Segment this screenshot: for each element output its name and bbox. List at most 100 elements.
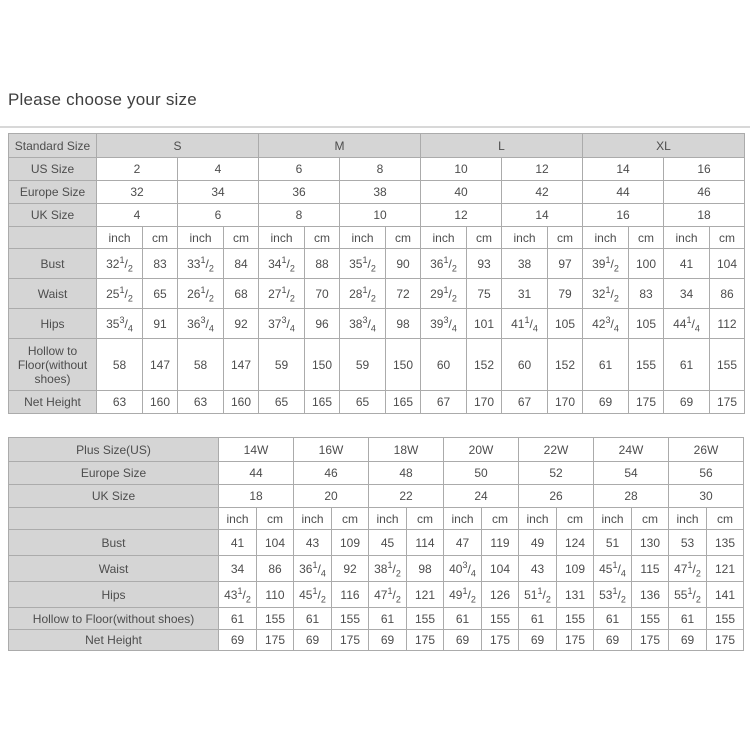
size-header-cell: 20 [293,484,369,508]
unit-cell: inch [293,507,332,530]
unit-cell: inch [663,226,710,249]
size-header-cell: 28 [593,484,669,508]
value-cell: 155 [628,338,664,391]
unit-cell: inch [593,507,632,530]
size-header-cell: 42 [501,180,583,204]
value-cell: 373/4 [258,308,305,339]
table-row: Bust 41 104 43 109 45 114 47 119 49 124 51 130 53 135 [8,529,744,556]
value-cell: 61 [582,338,629,391]
value-cell: 152 [466,338,502,391]
value-cell: 90 [385,248,421,279]
unit-cell: cm [385,226,421,249]
table-row: Hips 353/4 91 363/4 92 373/4 96 383/4 98 393/4 101… [8,308,745,339]
table-row: Net Height 63 160 63 160 65 165 65 165 67 170 67 170… [8,390,745,414]
size-header-cell: 46 [293,461,369,485]
value-cell: 165 [385,390,421,414]
value-cell: 160 [142,390,178,414]
size-header-cell: 2 [96,157,178,181]
value-cell: 59 [258,338,305,391]
value-cell: 155 [706,607,744,630]
size-header-cell: 14 [582,157,664,181]
row-label: Waist [8,278,97,309]
size-header-cell: S [96,133,259,158]
standard-size-table: Standard Size S M L XL US Size 2 4 6 8 10 12 14 16 Eur… [8,133,745,414]
size-header-cell: 4 [177,157,259,181]
size-header-cell: 24W [593,437,669,462]
unit-cell: inch [96,226,143,249]
value-cell: 291/2 [420,278,467,309]
size-header-cell: 4 [96,203,178,227]
row-label: UK Size [8,203,97,227]
row-label: Europe Size [8,461,219,485]
value-cell: 105 [547,308,583,339]
value-cell: 86 [256,555,294,582]
size-header-cell: 40 [420,180,502,204]
value-cell: 69 [368,629,407,651]
row-label: Hollow to Floor(without shoes) [8,607,219,630]
value-cell: 60 [501,338,548,391]
row-label: Bust [8,529,219,556]
value-cell: 363/4 [177,308,224,339]
page-title: Please choose your size [8,90,197,109]
value-cell: 41 [663,248,710,279]
table-row: Standard Size S M L XL [8,133,745,158]
table-row: Hollow to Floor(without shoes) 61 155 61 155… [8,607,744,630]
row-label [8,226,97,249]
unit-cell: inch [258,226,305,249]
unit-cell: inch [368,507,407,530]
value-cell: 61 [518,607,557,630]
row-label: Plus Size(US) [8,437,219,462]
value-cell: 471/2 [668,555,707,582]
value-cell: 321/2 [582,278,629,309]
size-header-cell: 34 [177,180,259,204]
size-header-cell: 54 [593,461,669,485]
size-header-cell: 52 [518,461,594,485]
value-cell: 175 [331,629,369,651]
value-cell: 61 [368,607,407,630]
size-header-cell: 18 [218,484,294,508]
value-cell: 61 [668,607,707,630]
size-header-cell: 44 [218,461,294,485]
value-cell: 92 [331,555,369,582]
value-cell: 331/2 [177,248,224,279]
value-cell: 93 [466,248,502,279]
value-cell: 321/2 [96,248,143,279]
value-cell: 131 [556,581,594,608]
value-cell: 104 [709,248,745,279]
value-cell: 155 [481,607,519,630]
value-cell: 45 [368,529,407,556]
value-cell: 59 [339,338,386,391]
table-row: Europe Size 32 34 36 38 40 42 44 46 [8,180,745,204]
value-cell: 112 [709,308,745,339]
value-cell: 83 [142,248,178,279]
value-cell: 68 [223,278,259,309]
value-cell: 175 [709,390,745,414]
value-cell: 69 [593,629,632,651]
value-cell: 53 [668,529,707,556]
size-header-cell: 26W [668,437,744,462]
value-cell: 41 [218,529,257,556]
unit-row: inch cm inch cm inch cm inch cm inch cm inch cm inch… [8,507,744,530]
value-cell: 49 [518,529,557,556]
value-cell: 165 [304,390,340,414]
value-cell: 531/2 [593,581,632,608]
size-header-cell: 22 [368,484,444,508]
table-row: Waist 251/2 65 261/2 68 271/2 70 281/2 72 291/2 75… [8,278,745,309]
value-cell: 109 [556,555,594,582]
value-cell: 441/4 [663,308,710,339]
unit-cell: inch [501,226,548,249]
size-header-cell: 22W [518,437,594,462]
size-header-cell: 14 [501,203,583,227]
row-label: US Size [8,157,97,181]
row-label [8,507,219,530]
value-cell: 130 [631,529,669,556]
value-cell: 34 [218,555,257,582]
size-header-cell: 26 [518,484,594,508]
value-cell: 34 [663,278,710,309]
unit-cell: inch [218,507,257,530]
value-cell: 110 [256,581,294,608]
value-cell: 91 [142,308,178,339]
size-header-cell: 10 [420,157,502,181]
value-cell: 121 [406,581,444,608]
unit-row: inch cm inch cm inch cm inch cm inch cm inch cm inch… [8,226,745,249]
